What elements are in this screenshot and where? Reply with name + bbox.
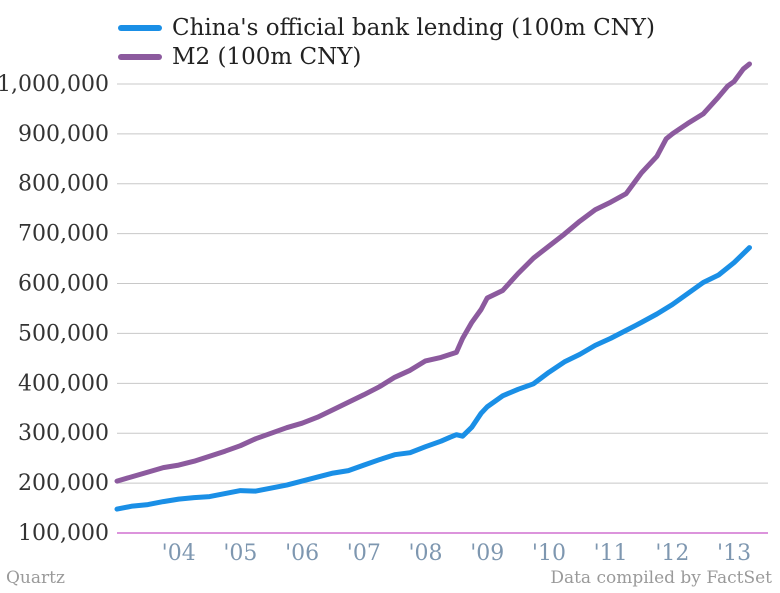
- legend-label-m2: M2 (100m CNY): [172, 44, 362, 70]
- x-tick-labels: '04 '05 '06 '07 '08 '09 '10 '11 '12 '13: [162, 541, 751, 566]
- x-tick-label: '04: [162, 541, 196, 566]
- x-tick-label: '07: [347, 541, 381, 566]
- x-tick-label: '08: [409, 541, 443, 566]
- series-line-bank-lending: [114, 245, 752, 512]
- x-tick-label: '12: [655, 541, 689, 566]
- legend-label-bank-lending: China's official bank lending (100m CNY): [172, 15, 655, 41]
- y-tick-label: 600,000: [18, 272, 109, 297]
- x-tick-label: '11: [594, 541, 628, 566]
- legend-swatch-m2: [118, 54, 162, 60]
- x-tick-label: '06: [285, 541, 319, 566]
- series-line-m2: [114, 61, 752, 484]
- x-tick-label: '09: [470, 541, 504, 566]
- grid-layer: [117, 83, 768, 534]
- y-tick-label: 800,000: [18, 172, 109, 197]
- legend-item-m2: M2 (100m CNY): [118, 43, 361, 71]
- y-tick-label: 900,000: [18, 122, 109, 147]
- x-tick-label: '10: [532, 541, 566, 566]
- y-tick-label: 100,000: [18, 521, 109, 546]
- y-tick-label: 500,000: [18, 321, 109, 346]
- y-tick-label: 700,000: [18, 222, 109, 247]
- series-layer: [114, 61, 752, 512]
- footer-source-right: Data compiled by FactSet: [550, 568, 772, 588]
- y-tick-labels: 100,000 200,000 300,000 400,000 500,000 600,0…: [0, 72, 109, 546]
- y-tick-label: 400,000: [18, 371, 109, 396]
- legend-item-bank-lending: China's official bank lending (100m CNY): [118, 14, 655, 42]
- legend-swatch-bank-lending: [118, 25, 162, 31]
- y-tick-label: 300,000: [18, 421, 109, 446]
- y-tick-label: 200,000: [18, 471, 109, 496]
- x-tick-label: '05: [223, 541, 257, 566]
- footer-source-left: Quartz: [6, 568, 65, 588]
- y-tick-label: 1,000,000: [0, 72, 109, 97]
- x-tick-label: '13: [717, 541, 751, 566]
